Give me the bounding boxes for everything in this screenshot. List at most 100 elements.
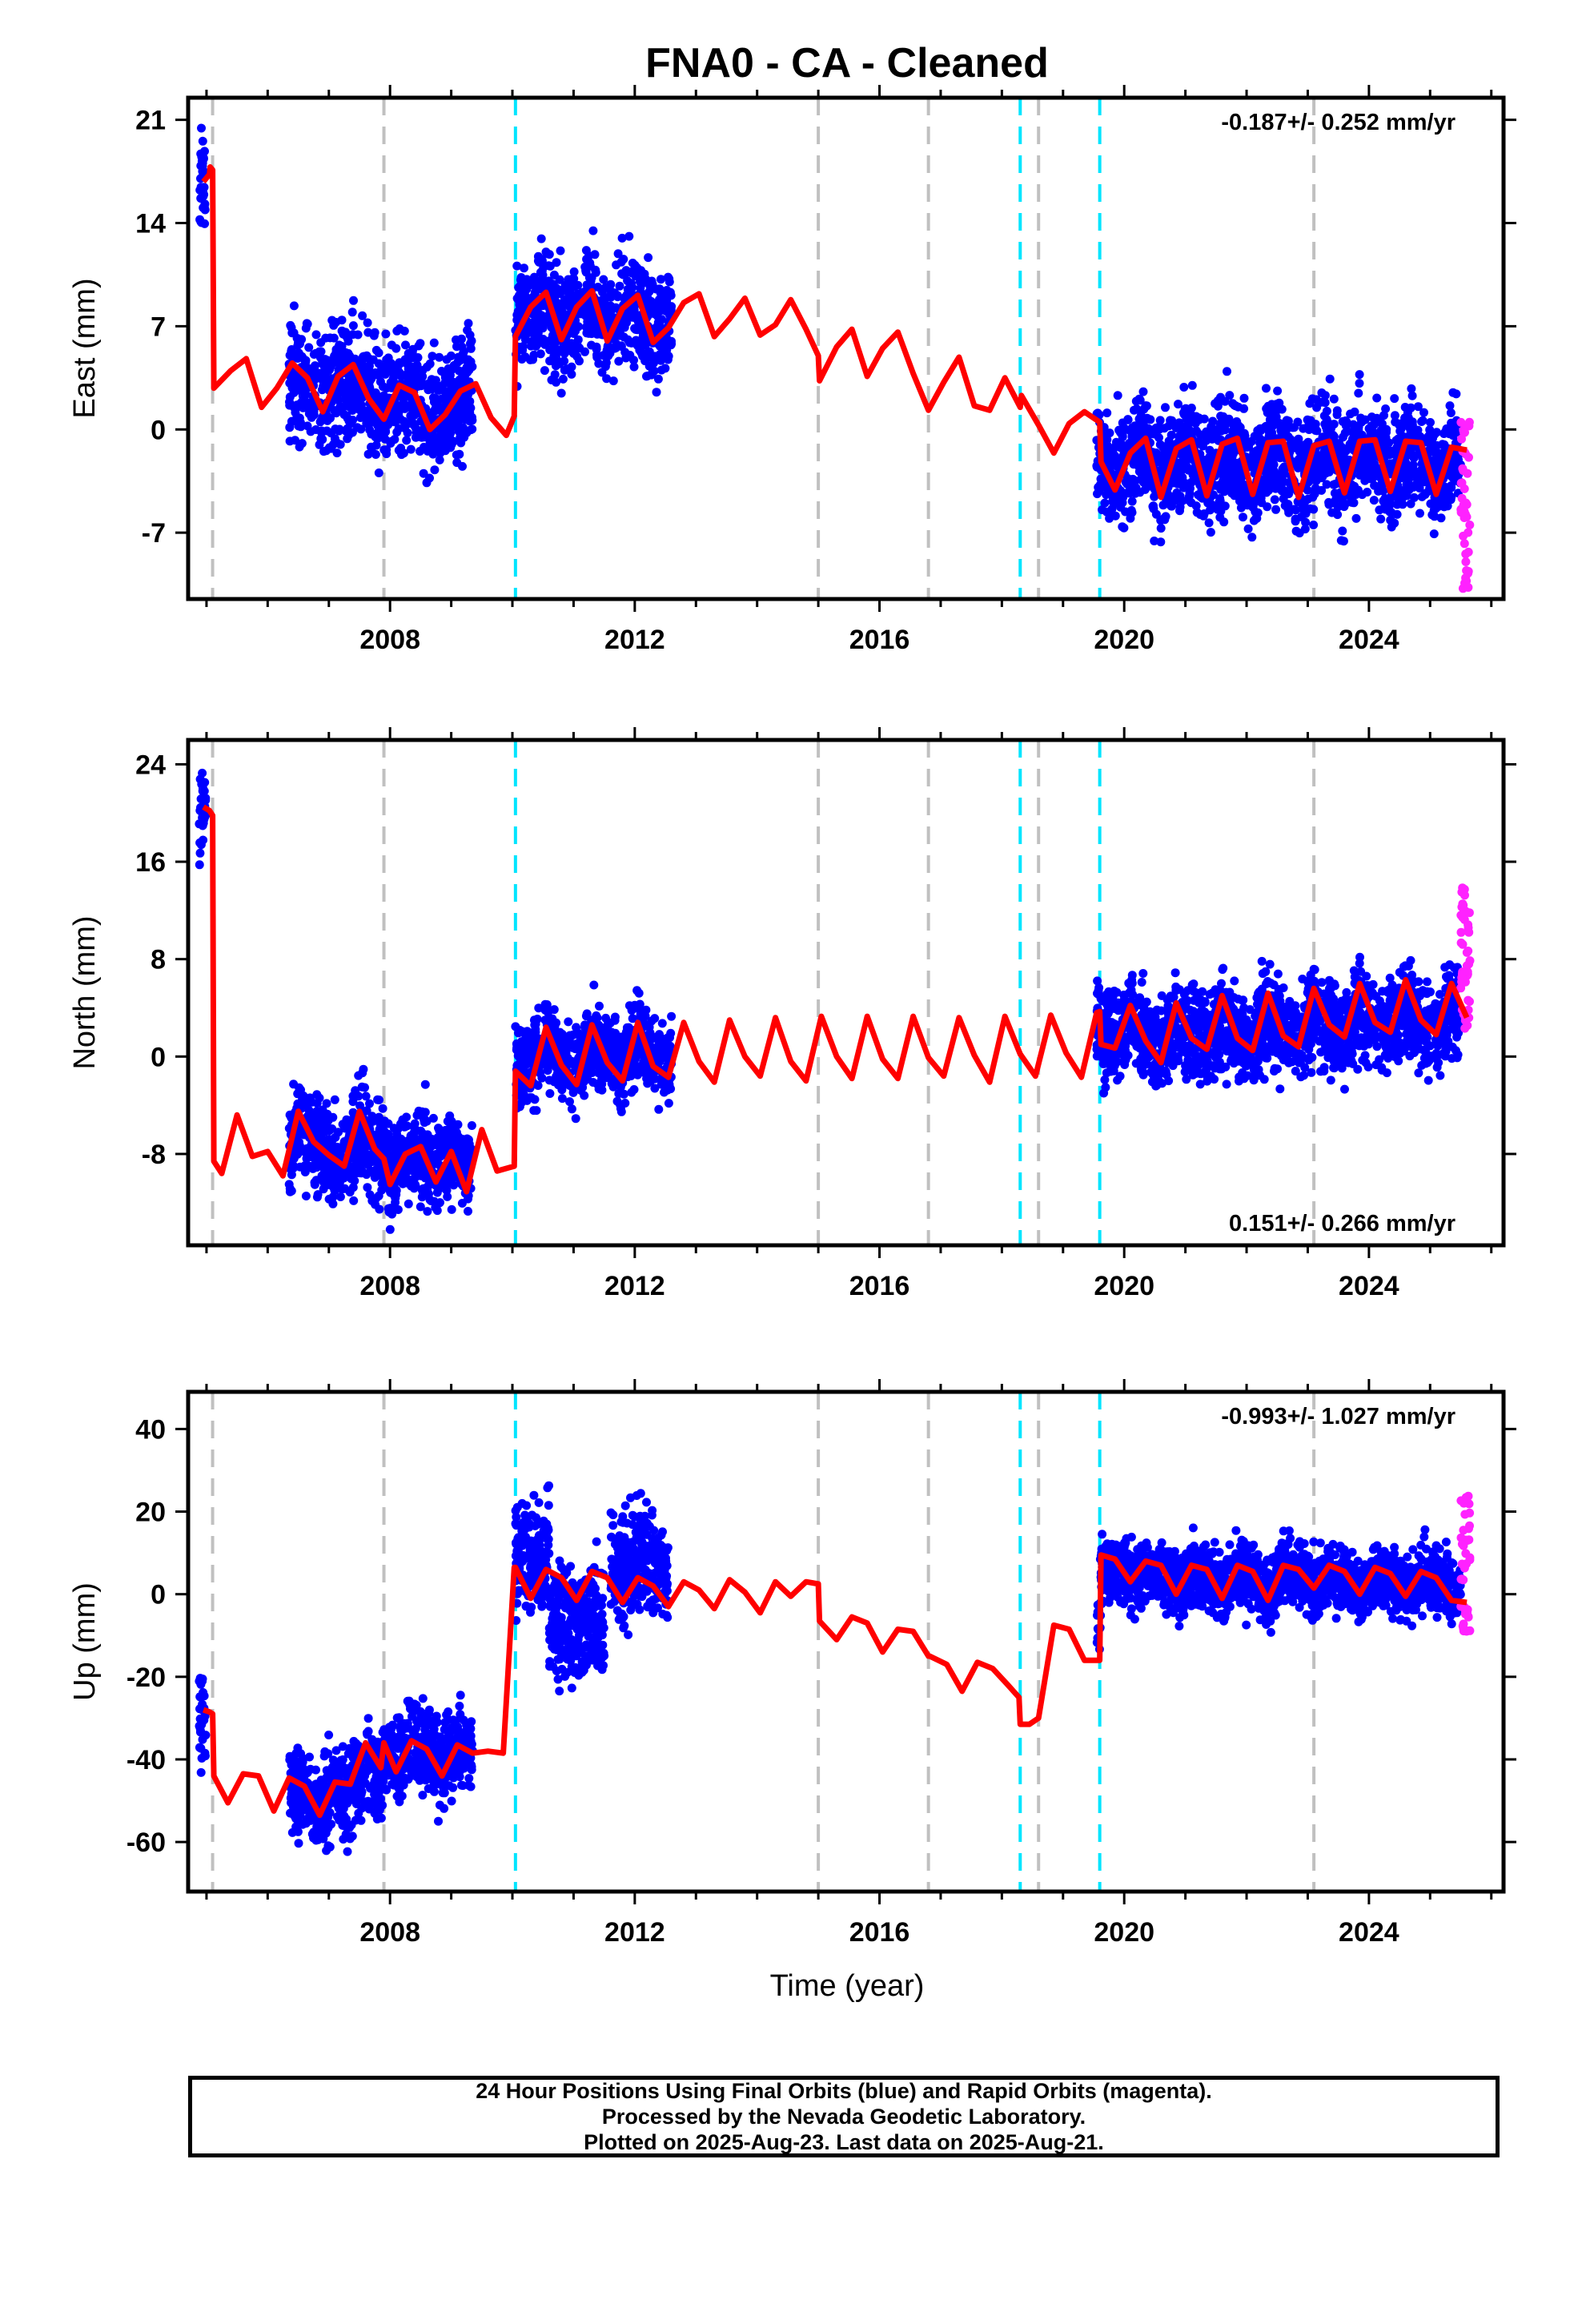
final-orbit-point [622, 318, 631, 328]
final-orbit-point [569, 274, 579, 283]
final-orbit-point [449, 377, 459, 387]
final-orbit-point [328, 1199, 338, 1208]
final-orbit-point [1098, 505, 1106, 515]
final-orbit-point [655, 304, 665, 313]
final-orbit-point [625, 351, 635, 360]
final-orbit-point [293, 353, 303, 363]
final-orbit-point [1156, 537, 1166, 547]
final-orbit-point [1445, 401, 1455, 411]
final-orbit-point [599, 275, 608, 284]
final-orbit-point [1236, 485, 1245, 495]
final-orbit-point [353, 1132, 363, 1142]
final-orbit-point [291, 385, 300, 395]
final-orbit-point [1265, 481, 1274, 491]
final-orbit-point [537, 266, 547, 275]
final-orbit-point [1247, 533, 1257, 542]
final-orbit-point [1426, 499, 1435, 509]
final-orbit-point [197, 794, 207, 803]
final-orbit-point [1357, 453, 1367, 463]
final-orbit-point [423, 1184, 432, 1194]
final-orbit-point [1229, 448, 1239, 458]
final-orbit-point [594, 359, 604, 368]
final-orbit-point [334, 1171, 343, 1180]
final-orbit-point [1267, 464, 1276, 474]
final-orbit-point [1355, 370, 1364, 380]
final-orbit-point [349, 296, 358, 305]
final-orbit-point [628, 283, 637, 292]
final-orbit-point [435, 385, 444, 394]
final-orbit-point [383, 1129, 393, 1139]
final-orbit-point [530, 316, 540, 326]
final-orbit-point [453, 357, 463, 367]
final-orbit-point [362, 1170, 371, 1180]
final-orbit-point [372, 1132, 382, 1141]
final-orbit-point [1211, 399, 1220, 408]
final-orbit-point [416, 1156, 425, 1166]
final-orbit-point [614, 356, 624, 366]
final-orbit-point [1186, 426, 1195, 436]
final-orbit-point [395, 324, 404, 333]
final-orbit-point [389, 372, 399, 381]
final-orbit-point [1291, 443, 1300, 452]
final-orbit-point [453, 1120, 463, 1129]
final-orbit-point [1102, 435, 1112, 444]
final-orbit-point [1425, 425, 1435, 435]
final-orbit-point [652, 284, 661, 294]
final-orbit-point [616, 1104, 625, 1113]
final-orbit-point [543, 249, 552, 259]
final-orbit-point [330, 1095, 339, 1104]
final-orbit-point [1125, 489, 1134, 498]
final-orbit-point [1187, 380, 1197, 390]
final-orbit-point [424, 385, 433, 395]
final-orbit-point [517, 355, 527, 364]
final-orbit-point [350, 354, 359, 364]
final-orbit-point [1452, 428, 1461, 437]
final-orbit-point [374, 359, 383, 368]
final-orbit-point [592, 350, 601, 360]
final-orbit-point [1145, 481, 1154, 491]
final-orbit-point [558, 374, 568, 384]
final-orbit-point [1375, 414, 1385, 424]
final-orbit-point [1354, 388, 1363, 398]
final-orbit-point [624, 231, 634, 241]
final-orbit-point [331, 317, 341, 327]
final-orbit-point [569, 267, 579, 276]
final-orbit-point [468, 412, 476, 422]
final-orbit-point [664, 337, 673, 347]
final-orbit-point [343, 384, 352, 394]
final-orbit-point [330, 434, 339, 444]
final-orbit-point [1403, 408, 1412, 417]
final-orbit-point [1100, 498, 1110, 508]
final-orbit-point [1240, 431, 1250, 440]
final-orbit-point [285, 392, 295, 402]
final-orbit-point [351, 402, 361, 412]
final-orbit-point [448, 1132, 457, 1141]
final-orbit-point [652, 388, 661, 397]
final-orbit-point [1234, 458, 1243, 468]
final-orbit-point [1436, 513, 1446, 523]
final-orbit-point [667, 1011, 677, 1021]
final-orbit-point [1338, 526, 1347, 536]
final-orbit-point [365, 1190, 375, 1200]
final-orbit-point [289, 403, 299, 412]
final-orbit-point [636, 283, 645, 293]
final-orbit-point [195, 774, 205, 784]
final-orbit-point [462, 428, 472, 437]
final-orbit-point [343, 334, 352, 344]
final-orbit-point [1417, 417, 1427, 426]
final-orbit-point [398, 371, 408, 380]
final-orbit-point [1106, 461, 1116, 471]
final-orbit-point [374, 348, 383, 358]
final-orbit-point [359, 1064, 368, 1074]
x-tick-label: 2024 [1339, 625, 1399, 655]
final-orbit-point [391, 1136, 401, 1145]
final-orbit-point [592, 329, 602, 339]
final-orbit-point [351, 1153, 360, 1163]
final-orbit-point [330, 352, 339, 360]
final-orbit-point [386, 1188, 396, 1197]
final-orbit-point [467, 1121, 476, 1130]
final-orbit-point [629, 362, 639, 372]
final-orbit-point [642, 372, 651, 381]
final-orbit-point [418, 366, 428, 375]
final-orbit-point [595, 1001, 604, 1011]
